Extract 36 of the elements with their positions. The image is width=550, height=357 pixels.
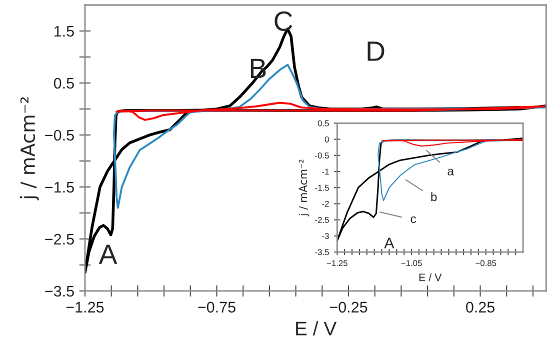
x-tick-label: −1.05 (401, 260, 422, 266)
x-tick-label: 0.25 (466, 302, 494, 313)
x-tick-label: −0.25 (330, 302, 368, 313)
annotation: b (431, 192, 437, 202)
line-series (381, 138, 524, 147)
y-axis-title: j / mAcm⁻² (20, 97, 39, 200)
annotation: a (448, 168, 454, 176)
x-tick-label: −0.85 (476, 260, 496, 266)
y-tick-label: −3.5 (45, 286, 74, 297)
x-tick-label: −1.25 (326, 260, 348, 266)
y-tick-label: 0 (324, 136, 329, 142)
y-axis-title: j / mAcm⁻² (298, 160, 310, 216)
y-tick-label: 0.5 (54, 78, 74, 89)
x-axis-title: E / V (419, 273, 442, 282)
y-tick-label: -2.5 (315, 217, 329, 223)
annotation: B (250, 58, 266, 78)
y-tick-label: -1.5 (315, 184, 329, 191)
x-axis-title: E / V (296, 321, 337, 336)
y-tick-label: −0.5 (45, 130, 74, 141)
y-tick-label: -3 (322, 233, 329, 240)
x-tick-label: −0.75 (198, 302, 236, 313)
annotation: A (98, 244, 118, 264)
annotation: A (384, 238, 394, 248)
annotation: c (410, 216, 416, 224)
y-tick-label: −1.5 (45, 182, 74, 193)
x-tick-label: −1.25 (66, 302, 104, 313)
y-tick-label: 1.5 (54, 26, 74, 37)
y-tick-label: 0.5 (318, 120, 329, 126)
y-tick-label: −2.5 (45, 234, 74, 245)
y-tick-label: -1 (322, 168, 329, 175)
annotation: C (274, 11, 292, 32)
annotation: D (368, 42, 384, 61)
line-series (116, 102, 546, 121)
y-tick-label: -0.5 (315, 152, 329, 159)
y-tick-label: -2 (322, 200, 329, 207)
y-tick-label: -3.5 (315, 249, 329, 256)
